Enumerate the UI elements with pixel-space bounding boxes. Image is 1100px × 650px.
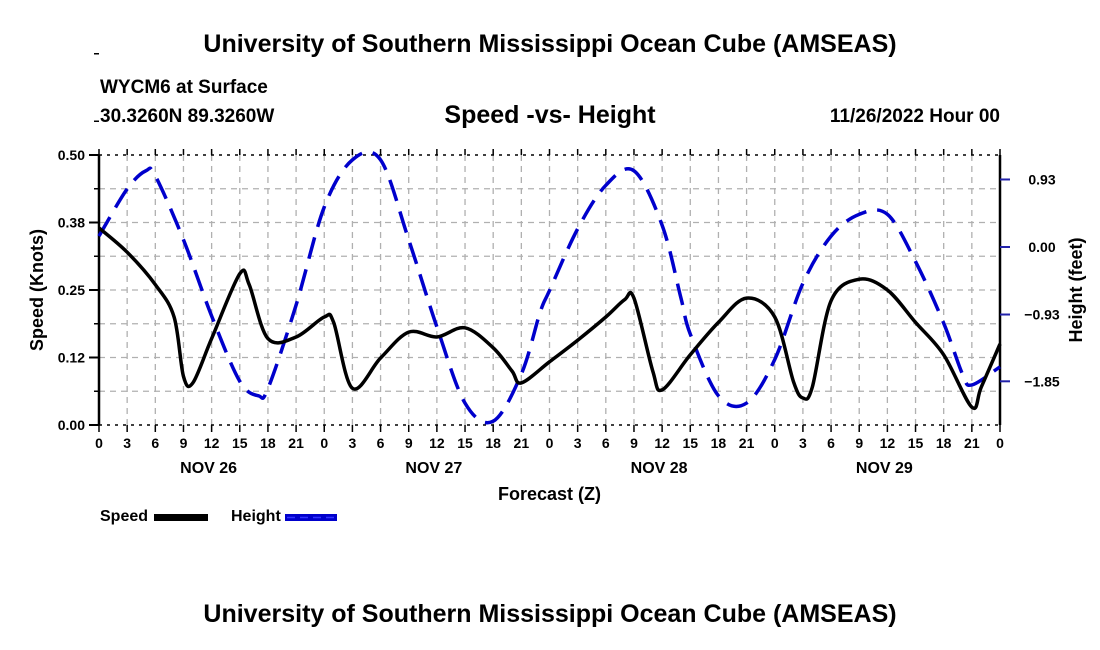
x-tick-label: 3 (123, 435, 131, 451)
x-tick-label: 3 (574, 435, 582, 451)
main-title: University of Southern Mississippi Ocean… (203, 30, 897, 58)
station-label: WYCM6 at Surface (100, 77, 268, 98)
legend-height-swatch (285, 513, 338, 521)
x-tick-label: 21 (739, 435, 755, 451)
x-tick-label: 15 (457, 435, 473, 451)
x-tick-label: 6 (377, 435, 385, 451)
coordinates-label: 30.3260N 89.3260W (100, 106, 275, 127)
x-tick-label: 21 (514, 435, 530, 451)
x-tick-label: 0 (996, 435, 1004, 451)
y-axis-title: Speed (Knots) (27, 229, 47, 351)
series-layer (97, 150, 1002, 425)
y2-tick-label: −1.85 (1024, 373, 1060, 389)
x-tick-label: 18 (260, 435, 276, 451)
axis-labels: 0.00 0.12 0.25 0.38 0.50 0.93 0.00 −0.93 −1.85 0 3… (27, 147, 1086, 504)
legend-height-label: Height (231, 508, 281, 525)
x-tick-label: 15 (908, 435, 924, 451)
x-tick-label: 9 (405, 435, 413, 451)
y2-tick-label: 0.93 (1028, 171, 1055, 187)
chart-title: Speed -vs- Height (444, 101, 656, 129)
legend-speed-label: Speed (100, 508, 149, 525)
bottom-title: University of Southern Mississippi Ocean… (203, 600, 897, 628)
x-tick-label: 9 (630, 435, 638, 451)
legend-speed: Speed (100, 508, 210, 526)
x-tick-label: 9 (180, 435, 188, 451)
date-label: NOV 27 (405, 460, 462, 477)
x-tick-label: 6 (602, 435, 610, 451)
x-tick-label: 12 (204, 435, 220, 451)
x-tick-label: 3 (349, 435, 357, 451)
date-label: NOV 29 (856, 460, 913, 477)
x-tick-label: 12 (654, 435, 670, 451)
x-tick-label: 18 (485, 435, 501, 451)
x-tick-label: 18 (936, 435, 952, 451)
x-tick-label: 9 (855, 435, 863, 451)
x-tick-label: 0 (546, 435, 554, 451)
x-tick-label: 3 (799, 435, 807, 451)
x-tick-label: 0 (320, 435, 328, 451)
x-tick-label: 15 (682, 435, 698, 451)
date-label: NOV 26 (180, 460, 237, 477)
x-axis-title: Forecast (Z) (498, 484, 601, 504)
y-tick-label: 0.00 (58, 417, 85, 433)
y-tick-label: 0.25 (58, 282, 85, 298)
datetime-label: 11/26/2022 Hour 00 (829, 106, 1000, 127)
x-tick-label: 6 (827, 435, 835, 451)
y2-tick-label: 0.00 (1028, 239, 1055, 255)
y-tick-label: 0.50 (58, 147, 85, 163)
legend-height: Height (231, 508, 339, 526)
x-tick-label: 0 (95, 435, 103, 451)
x-tick-label: 18 (711, 435, 727, 451)
x-tick-label: 21 (288, 435, 304, 451)
x-tick-label: 21 (964, 435, 980, 451)
y2-tick-label: −0.93 (1024, 307, 1060, 323)
x-tick-label: 0 (771, 435, 779, 451)
y2-axis-title: Height (feet) (1066, 238, 1086, 343)
x-tick-label: 12 (429, 435, 445, 451)
axes (89, 53, 1010, 432)
x-tick-label: 12 (880, 435, 896, 451)
x-tick-label: 15 (232, 435, 248, 451)
y-tick-label: 0.12 (58, 350, 85, 366)
date-label: NOV 28 (631, 460, 688, 477)
y-tick-label: 0.38 (58, 215, 85, 231)
legend-speed-swatch (154, 513, 209, 521)
x-tick-label: 6 (151, 435, 159, 451)
series-height-line (97, 150, 1001, 425)
series-speed-line (97, 226, 1002, 411)
